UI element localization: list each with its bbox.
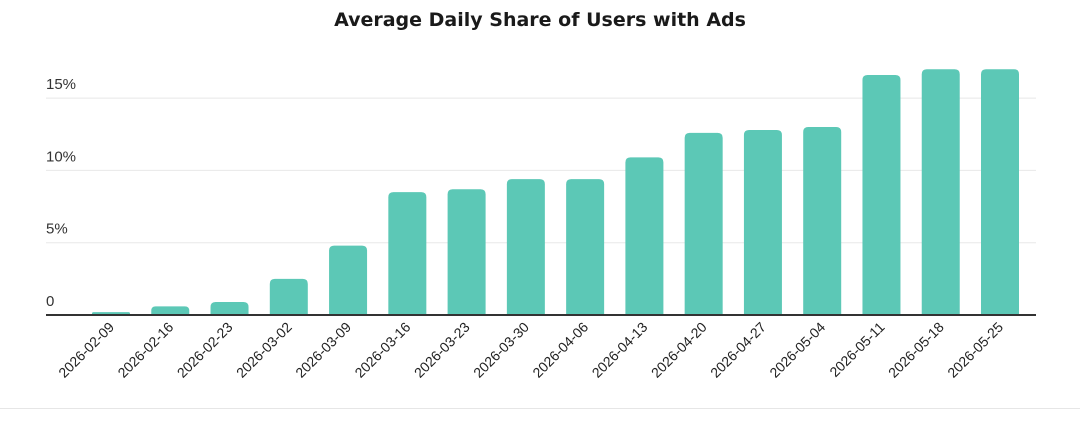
x-tick-label: 2026-05-18 <box>885 319 947 381</box>
bar <box>981 69 1019 315</box>
x-tick-label: 2026-02-16 <box>114 319 176 381</box>
bar <box>625 157 664 315</box>
bar <box>566 179 605 315</box>
x-tick-label: 2026-03-02 <box>233 319 295 381</box>
bar <box>506 179 545 315</box>
bar <box>269 278 308 315</box>
x-tick-label: 2026-04-13 <box>589 319 651 381</box>
y-tick-label: 10% <box>46 148 76 165</box>
bar <box>210 301 249 315</box>
x-tick-label: 2026-03-16 <box>351 319 413 381</box>
bar <box>151 306 190 315</box>
x-tick-label: 2026-05-25 <box>944 319 1006 381</box>
x-tick-label: 2026-03-09 <box>292 319 354 381</box>
bar <box>329 245 368 315</box>
bar <box>447 189 486 315</box>
x-tick-label: 2026-02-23 <box>174 319 236 381</box>
bar <box>388 192 427 315</box>
x-tick-label: 2026-04-06 <box>529 319 591 381</box>
y-tick-label: 15% <box>46 76 76 93</box>
bar <box>803 127 842 315</box>
bar <box>862 75 901 315</box>
bar <box>684 132 723 315</box>
x-tick-label: 2026-04-27 <box>707 319 769 381</box>
bottom-divider <box>0 408 1080 409</box>
bar <box>743 129 782 315</box>
y-tick-label: 0 <box>46 293 54 310</box>
x-tick-label: 2026-04-20 <box>648 319 710 381</box>
x-tick-label: 2026-05-04 <box>766 319 828 381</box>
y-tick-label: 5% <box>46 221 68 238</box>
x-tick-label: 2026-03-23 <box>411 319 473 381</box>
x-tick-label: 2026-05-11 <box>826 319 887 380</box>
x-tick-label: 2026-03-30 <box>470 319 532 381</box>
x-tick-label: 2026-02-09 <box>55 319 117 381</box>
bar <box>921 69 960 315</box>
chart-title: Average Daily Share of Users with Ads <box>334 9 746 31</box>
